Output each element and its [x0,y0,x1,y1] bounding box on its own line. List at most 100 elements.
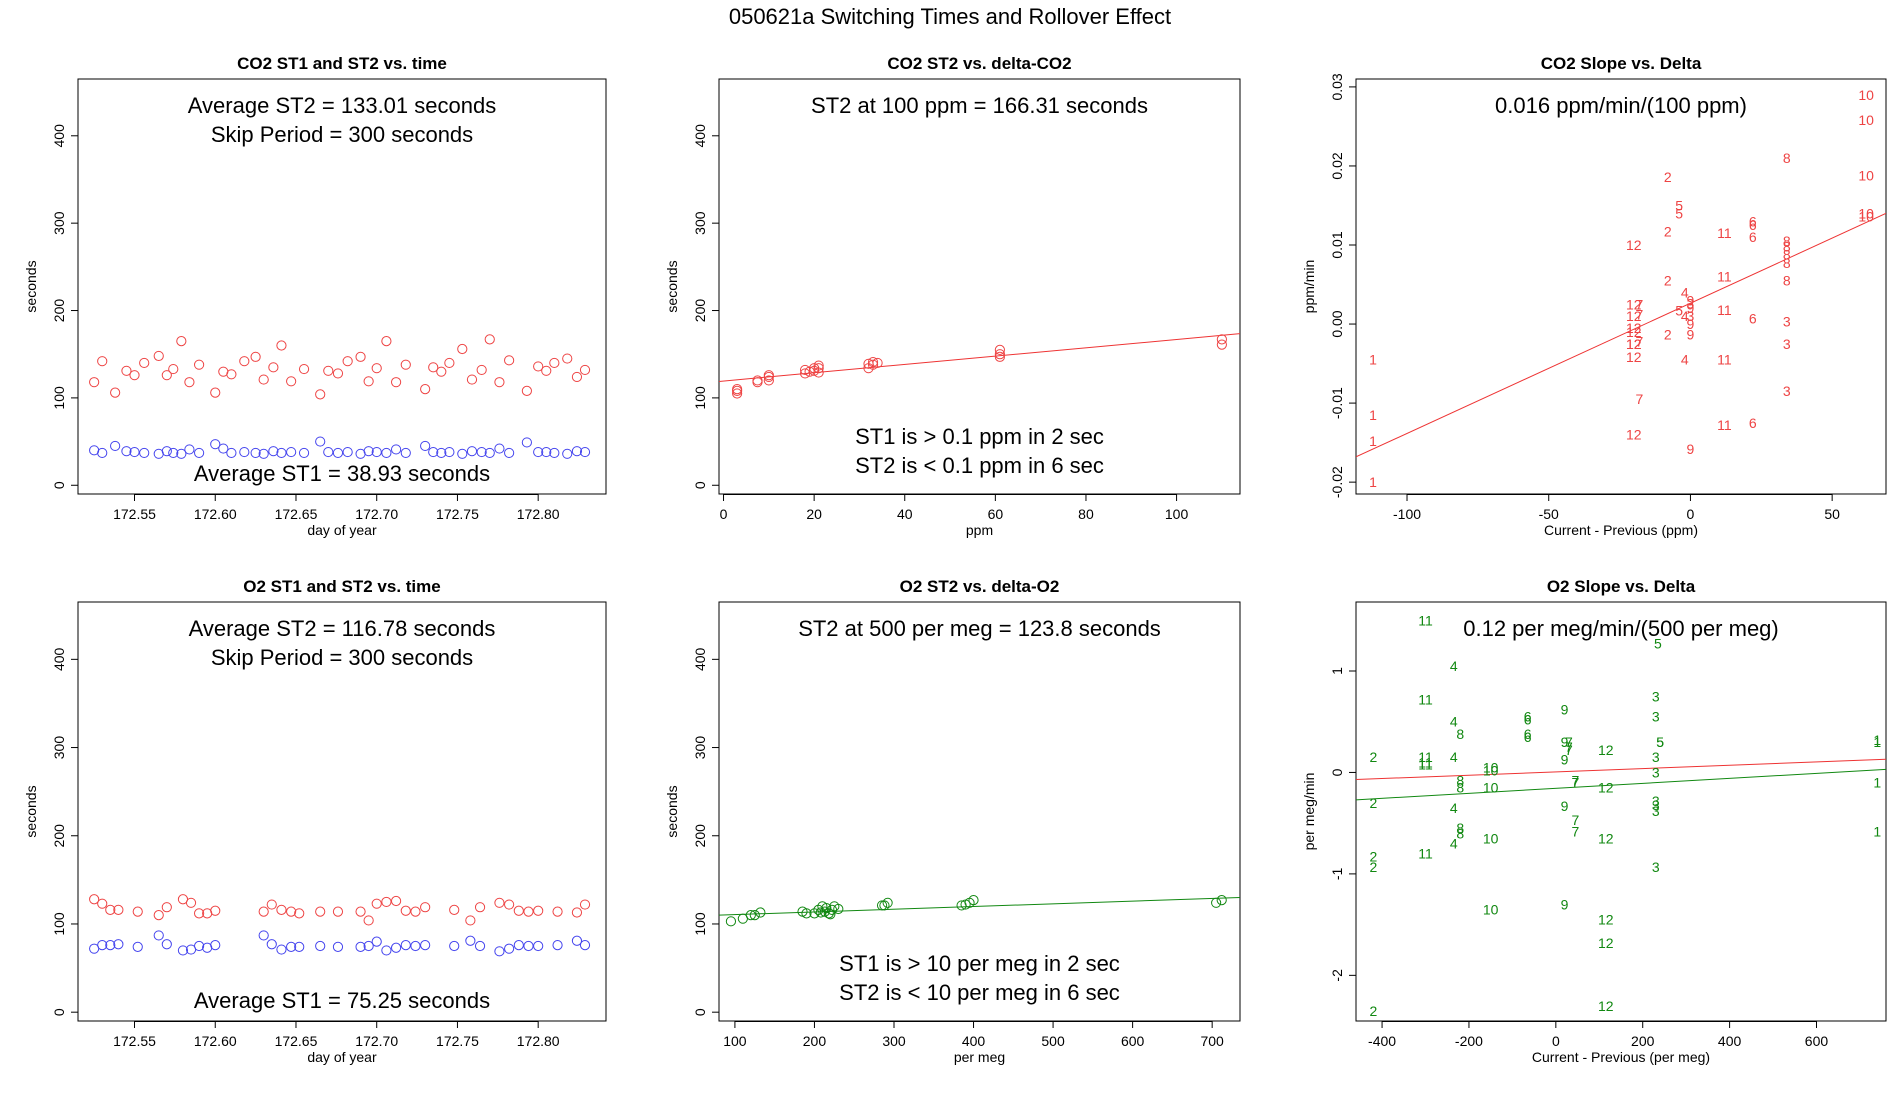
data-point-st2 [97,898,108,909]
y-axis-label: seconds [23,785,39,837]
data-point-st2 [315,906,326,917]
y-tick-label: 200 [692,824,708,848]
annotation: 0.016 ppm/min/(100 ppm) [1495,93,1747,118]
x-tick-label: 172.70 [355,506,398,522]
data-point-st2 [465,915,476,926]
data-point-st1 [153,930,164,941]
data-point-st1 [332,941,344,953]
data-point-st2 [752,375,763,386]
data-label: 4 [1450,749,1458,765]
data-point-st2 [552,906,563,917]
data-point-st2 [239,356,250,367]
data-label: 1 [1873,734,1881,750]
data-point-st2 [105,904,116,915]
chart-title: CO2 ST1 and ST2 vs. time [237,54,447,73]
data-label: 9 [1687,316,1695,332]
data-point-st2 [494,377,505,388]
y-tick-label: 0.01 [1329,231,1345,258]
x-tick-label: 172.55 [113,506,156,522]
x-tick-label: 200 [803,1033,827,1049]
data-label: 12 [1626,237,1642,253]
data-point-st2 [867,359,879,370]
data-point-st1 [504,447,515,459]
data-label: 6 [1749,415,1757,431]
data-label: 11 [1717,417,1732,433]
data-label: 7 [1636,296,1644,312]
data-label: 8 [1456,780,1464,796]
data-label: 11 [1717,269,1732,285]
data-label: 11 [1717,352,1732,368]
data-point-st2 [286,376,297,387]
fit-line [719,897,1240,916]
data-label: 11 [1717,302,1732,318]
data-point-st1 [194,447,205,459]
data-label: 10 [1483,780,1499,796]
data-label: 12 [1626,308,1642,324]
y-axis-label: seconds [664,785,680,837]
data-point-st1 [371,446,382,458]
data-point-st2 [763,375,774,386]
chart-title: O2 ST2 vs. delta-O2 [900,577,1060,596]
data-label: 7 [1571,812,1579,828]
data-label: 12 [1626,427,1642,443]
x-tick-label: 300 [882,1033,906,1049]
data-label: 11 [1418,691,1433,707]
x-tick-label: 40 [897,506,913,522]
data-point-st2 [194,359,205,370]
data-point-st2 [521,385,532,397]
y-tick-label: 100 [692,912,708,936]
data-point-st2 [371,363,382,374]
data-point-st2 [799,368,811,379]
annotation: ST2 at 100 ppm = 166.31 seconds [811,93,1148,118]
data-label: 4 [1681,284,1689,300]
data-point-st1 [294,941,305,953]
data-label: 6 [1524,729,1532,745]
data-label: 12 [1626,296,1642,312]
data-point-st2 [168,363,179,375]
data-point-st1 [494,946,505,957]
x-tick-label: 100 [1165,506,1189,522]
data-point-st2 [813,904,824,915]
fit-line [1356,758,1886,781]
data-point-st1 [97,447,108,459]
data-point-st2 [809,908,820,919]
data-point-st1 [226,447,237,459]
data-point-st1 [286,941,297,953]
data-label: 11 [1418,754,1433,770]
data-label: 8 [1783,273,1791,289]
data-point-st2 [332,906,344,917]
plot-area [719,895,1240,927]
data-point-st2 [872,357,883,369]
data-point-st2 [268,362,279,373]
y-tick-label: -2 [1329,969,1345,982]
data-point-st2 [725,916,737,927]
y-tick-label: -0.01 [1329,387,1345,419]
x-tick-label: -100 [1393,506,1421,522]
data-label: 8 [1783,246,1791,262]
chart-title: CO2 Slope vs. Delta [1541,54,1702,73]
data-point-st2 [298,363,310,375]
data-point-st1 [184,444,195,455]
x-tick-label: 200 [1631,1033,1655,1049]
data-label: 8 [1783,233,1791,249]
data-point-st1 [323,446,334,458]
x-tick-label: 400 [962,1033,986,1049]
data-label: 9 [1561,798,1569,814]
data-label: 9 [1561,751,1569,767]
plot-frame [1355,601,1887,1022]
data-point-st2 [332,368,344,379]
data-point-st2 [457,343,468,355]
data-label: 2 [1664,169,1672,185]
data-label: 10 [1858,167,1874,183]
data-point-st1 [276,944,287,955]
data-point-st2 [994,344,1005,355]
data-label: 9 [1561,734,1569,750]
data-point-st2 [882,897,893,908]
data-point-st2 [571,371,583,383]
data-point-st1 [579,446,591,458]
data-point-st1 [476,446,487,458]
x-axis-label: ppm [966,522,993,538]
data-point-st2 [749,910,760,921]
data-point-st1 [250,447,261,459]
